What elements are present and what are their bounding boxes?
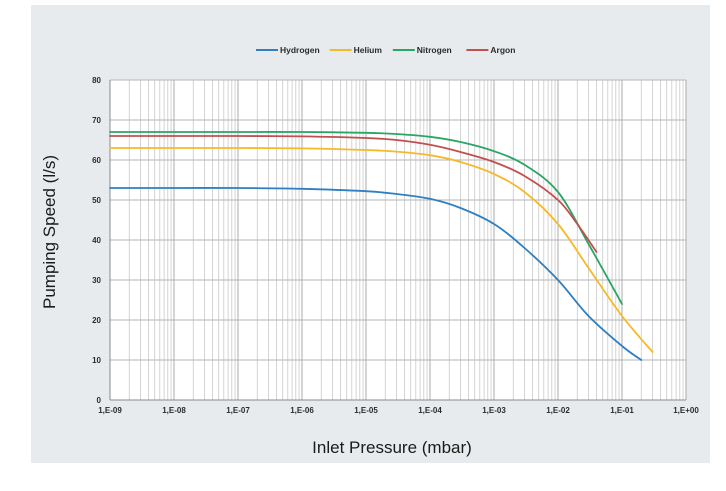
y-tick-label: 10 <box>92 356 101 365</box>
x-axis-title: Inlet Pressure (mbar) <box>312 438 472 457</box>
legend-label-argon: Argon <box>490 45 515 55</box>
y-tick-label: 60 <box>92 156 101 165</box>
x-tick-label: 1,E-06 <box>290 406 314 415</box>
x-tick-label: 1,E-07 <box>226 406 250 415</box>
x-tick-label: 1,E-02 <box>546 406 570 415</box>
x-tick-label: 1,E+00 <box>673 406 699 415</box>
y-tick-label: 70 <box>92 116 101 125</box>
y-tick-label: 20 <box>92 316 101 325</box>
legend-label-hydrogen: Hydrogen <box>280 45 320 55</box>
x-tick-label: 1,E-08 <box>162 406 186 415</box>
series-line-helium <box>109 147 654 353</box>
grid <box>109 79 687 401</box>
series-line-nitrogen <box>109 131 623 305</box>
series-line-hydrogen <box>109 187 643 361</box>
axes: 1,E-09 1,E-08 1,E-07 1,E-06 1,E-05 1,E-04 1,E-… <box>92 76 699 415</box>
chart-panel: 1,E-09 1,E-08 1,E-07 1,E-06 1,E-05 1,E-04 1,E-… <box>31 5 710 463</box>
series-line-argon <box>109 135 598 253</box>
series-lines <box>109 131 654 361</box>
y-tick-label: 80 <box>92 76 101 85</box>
legend-label-helium: Helium <box>354 45 383 55</box>
pumping-speed-chart: 1,E-09 1,E-08 1,E-07 1,E-06 1,E-05 1,E-04 1,E-… <box>40 45 699 457</box>
x-tick-label: 1,E-05 <box>354 406 378 415</box>
y-tick-label: 40 <box>92 236 101 245</box>
x-tick-label: 1,E-04 <box>418 406 442 415</box>
legend: Hydrogen Helium Nitrogen Argon <box>256 45 515 55</box>
x-tick-label: 1,E-03 <box>482 406 506 415</box>
legend-label-nitrogen: Nitrogen <box>417 45 452 55</box>
y-tick-label: 50 <box>92 196 101 205</box>
x-tick-label: 1,E-09 <box>98 406 122 415</box>
y-tick-label: 0 <box>97 396 102 405</box>
x-tick-label: 1,E-01 <box>610 406 634 415</box>
y-axis-title: Pumping Speed (l/s) <box>40 155 59 309</box>
y-tick-label: 30 <box>92 276 101 285</box>
